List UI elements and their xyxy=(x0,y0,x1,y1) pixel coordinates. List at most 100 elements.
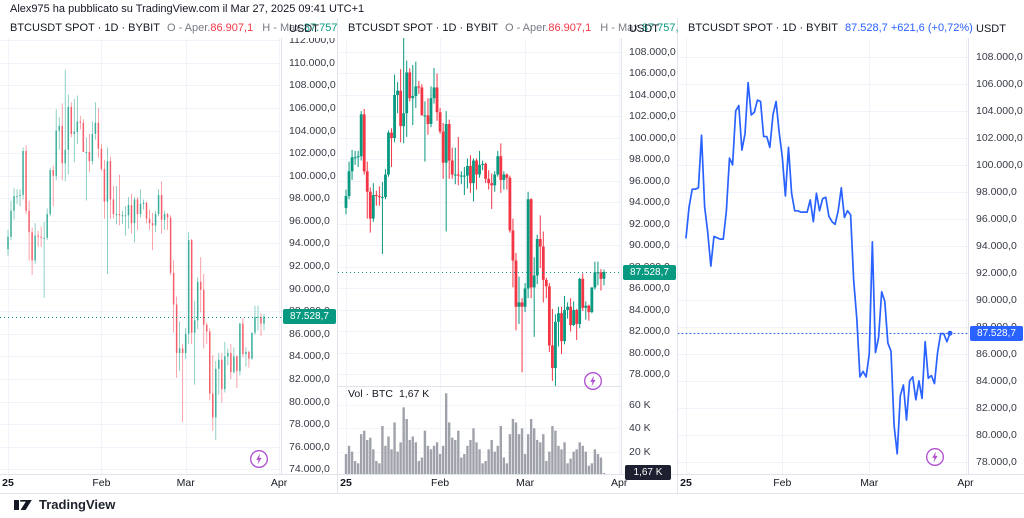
y-axis-label: 108.000,0 xyxy=(629,45,676,58)
chart-header: BTCUSDT SPOT · 1D · BYBIT O - Aper.86.90… xyxy=(338,18,694,38)
y-axis-label: 112.000,0 xyxy=(289,38,335,47)
flash-boost-icon[interactable] xyxy=(249,449,269,469)
y-axis-label: 78.000,0 xyxy=(289,418,330,431)
x-axis-label: 25 xyxy=(340,477,352,489)
last-volume-tag: 1,67 K xyxy=(625,465,671,480)
line-chart-canvas[interactable] xyxy=(678,38,968,476)
price-axis[interactable]: 87.528,7 108.000,0 106.000,0 104.000,0 102.… xyxy=(968,38,1024,475)
open-value: 86.907,1 xyxy=(210,22,254,34)
plot-row: 87.528,7 108.000,0 106.000,0 104.000,0 102.… xyxy=(678,38,1024,476)
axis-currency-label: USDT xyxy=(629,23,659,35)
candlestick-volume-canvas[interactable] xyxy=(338,38,622,476)
y-axis-label: 102.000,0 xyxy=(289,147,336,160)
price-info: 87.528,7 +621,6 (+0,72%) xyxy=(845,22,973,34)
chart-panel-candles-left: BTCUSDT SPOT · 1D · BYBIT O - Aper.86.90… xyxy=(0,18,356,494)
open-value: 86.907,1 xyxy=(548,22,592,34)
candlestick-volume-chart-plot[interactable]: Vol · BTC 1,67 K xyxy=(338,38,622,476)
price-axis[interactable]: 87.528,7 112.000,0 110.000,0 108.000,0 106.… xyxy=(281,38,337,475)
tradingview-brand-text[interactable]: TradingView xyxy=(39,497,116,512)
y-axis-label: 84.000,0 xyxy=(976,374,1017,387)
symbol-title: BTCUSDT SPOT · 1D · BYBIT xyxy=(348,22,498,34)
y-axis-label: 78.000,0 xyxy=(629,368,670,381)
volume-axis-label: 20 K xyxy=(629,445,651,458)
open-label: O - Aper. xyxy=(166,22,211,34)
y-axis-label: 92.000,0 xyxy=(629,217,670,230)
last-price-tag: 87.528,7 xyxy=(970,325,1023,341)
candlestick-chart-plot[interactable] xyxy=(0,38,282,476)
y-axis-label: 82.000,0 xyxy=(289,372,330,385)
y-axis-label: 94.000,0 xyxy=(289,237,330,250)
y-axis-label: 102.000,0 xyxy=(976,131,1023,144)
x-axis-label: Mar xyxy=(516,477,535,489)
y-axis-label: 78.000,0 xyxy=(976,455,1017,468)
y-axis-label: 82.000,0 xyxy=(629,325,670,338)
y-axis-label: 104.000,0 xyxy=(976,104,1023,117)
y-axis-label: 74.000,0 xyxy=(289,463,330,475)
high-label: H - Max. xyxy=(262,22,304,34)
y-axis-label: 84.000,0 xyxy=(289,350,330,363)
chart-panels-row: BTCUSDT SPOT · 1D · BYBIT O - Aper.86.90… xyxy=(0,18,1024,494)
y-axis-label: 86.000,0 xyxy=(289,327,330,340)
last-price-tag: 87.528,7 xyxy=(623,264,676,280)
y-axis-label: 98.000,0 xyxy=(629,153,670,166)
y-axis-label: 104.000,0 xyxy=(289,124,336,137)
open-label: O - Aper. xyxy=(504,22,549,34)
last-price-tag: 87.528,7 xyxy=(283,309,336,325)
time-axis[interactable]: 25 Feb Mar Apr xyxy=(338,474,677,493)
y-axis-label: 104.000,0 xyxy=(629,88,676,101)
volume-pane-label: Vol · BTC 1,67 K xyxy=(348,388,429,400)
high-label: H - Max. xyxy=(600,22,642,34)
time-axis[interactable]: 25 Feb Mar Apr xyxy=(0,474,337,493)
y-axis-label: 98.000,0 xyxy=(289,192,330,205)
y-axis-label: 96.000,0 xyxy=(976,212,1017,225)
last-price-value: 87.528,7 xyxy=(844,22,888,34)
y-axis-label: 98.000,0 xyxy=(976,185,1017,198)
symbol-title: BTCUSDT SPOT · 1D · BYBIT xyxy=(688,22,838,34)
volume-value: 1,67 K xyxy=(398,388,430,400)
x-axis-label: Feb xyxy=(773,477,792,489)
axis-currency-label: USDT xyxy=(976,23,1006,35)
y-axis-label: 108.000,0 xyxy=(289,79,336,92)
y-axis-label: 86.000,0 xyxy=(629,282,670,295)
volume-axis-label: 60 K xyxy=(629,398,651,411)
x-axis-label: Mar xyxy=(860,477,879,489)
flash-boost-icon[interactable] xyxy=(925,447,945,467)
ohlc-info: O - Aper.86.907,1 H - Max.87.757,9... xyxy=(167,22,356,34)
plot-row: 87.528,7 112.000,0 110.000,0 108.000,0 106.… xyxy=(0,38,337,476)
x-axis-label: Apr xyxy=(270,477,288,489)
y-axis-label: 110.000,0 xyxy=(289,56,335,69)
x-axis-label: 25 xyxy=(2,477,14,489)
y-axis-label: 92.000,0 xyxy=(976,266,1017,279)
y-axis-label: 80.000,0 xyxy=(976,428,1017,441)
candlestick-canvas[interactable] xyxy=(0,38,282,476)
chart-panel-line: BTCUSDT SPOT · 1D · BYBIT 87.528,7 +621,… xyxy=(678,18,1024,494)
line-chart-plot[interactable] xyxy=(678,38,968,476)
y-axis-label: 96.000,0 xyxy=(629,174,670,187)
y-axis-label: 100.000,0 xyxy=(629,131,676,144)
price-change: +621,6 xyxy=(890,22,925,34)
y-axis-label: 96.000,0 xyxy=(289,214,330,227)
x-axis-label: Mar xyxy=(176,477,195,489)
plot-row: Vol · BTC 1,67 K 87.528,7 108.000,0 106.00… xyxy=(338,38,677,476)
footer-attribution: TradingView xyxy=(14,497,115,512)
flash-boost-icon[interactable] xyxy=(583,371,603,391)
y-axis-label: 82.000,0 xyxy=(976,401,1017,414)
tradingview-logo-icon[interactable] xyxy=(14,498,33,512)
x-axis-label: 25 xyxy=(680,477,692,489)
y-axis-label: 80.000,0 xyxy=(289,395,330,408)
chart-header: BTCUSDT SPOT · 1D · BYBIT O - Aper.86.90… xyxy=(0,18,356,38)
volume-axis-label: 40 K xyxy=(629,422,651,435)
attribution-text: Alex975 ha pubblicato su TradingView.com… xyxy=(10,3,365,15)
price-change-percent: (+0,72%) xyxy=(927,22,973,34)
price-axis[interactable]: 87.528,7 108.000,0 106.000,0 104.000,0 102.… xyxy=(621,38,677,475)
y-axis-label: 90.000,0 xyxy=(629,239,670,252)
y-axis-label: 106.000,0 xyxy=(976,77,1023,90)
y-axis-label: 92.000,0 xyxy=(289,260,330,273)
time-axis[interactable]: 25 Feb Mar Apr xyxy=(678,474,1024,493)
chart-header: BTCUSDT SPOT · 1D · BYBIT 87.528,7 +621,… xyxy=(678,18,1024,38)
y-axis-label: 106.000,0 xyxy=(289,101,336,114)
y-axis-label: 84.000,0 xyxy=(629,303,670,316)
x-axis-label: Apr xyxy=(957,477,974,489)
y-axis-label: 94.000,0 xyxy=(976,239,1017,252)
